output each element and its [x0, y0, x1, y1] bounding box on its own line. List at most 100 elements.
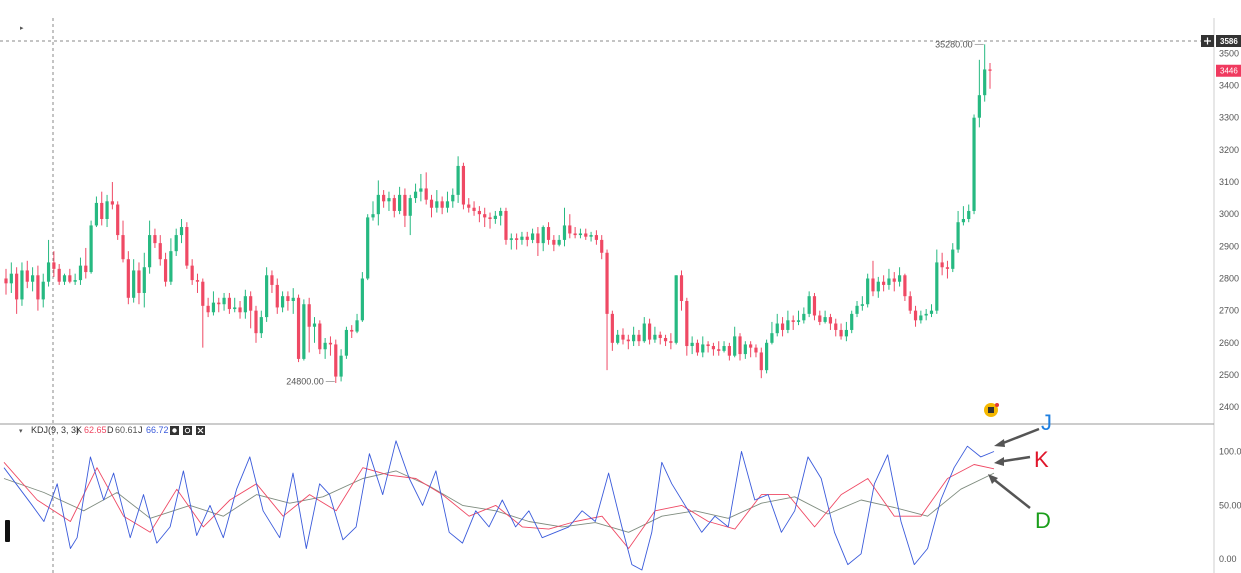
price-tick-label: 2600 [1219, 338, 1239, 348]
candle-body [812, 296, 817, 316]
candle-body [605, 252, 609, 314]
candle-body [456, 165, 460, 195]
candle-body [802, 313, 806, 321]
price-tick-label: 3400 [1219, 81, 1239, 91]
price-tick-label: 3100 [1219, 177, 1239, 187]
candle-body [610, 313, 614, 343]
price-tick-label: 2500 [1219, 370, 1239, 380]
candle-body [786, 320, 790, 330]
candle-body [903, 275, 907, 297]
candle-body [163, 259, 168, 282]
candle-body [451, 194, 455, 202]
candle-body [142, 267, 146, 293]
candle-body [674, 275, 678, 343]
k-label: K [76, 425, 82, 435]
candle-body [690, 342, 694, 347]
candle-body [727, 346, 731, 356]
candle-body [908, 296, 912, 311]
candle-body [945, 267, 950, 269]
candle-body [552, 239, 556, 245]
candle-body [600, 239, 604, 253]
candle-body [866, 278, 870, 305]
candle-body [62, 275, 67, 282]
candle-body [988, 69, 992, 71]
candle-body [36, 275, 40, 300]
candle-body [935, 262, 939, 311]
candle-body [818, 315, 822, 322]
candle-body [25, 270, 29, 282]
collapse-arrow-icon[interactable]: ▸ [20, 25, 24, 32]
price-tick-label: 2800 [1219, 273, 1239, 283]
candle-body [775, 323, 779, 334]
candle-body [765, 342, 769, 371]
candle-body [435, 201, 439, 208]
indicator-tick-label: 0.00 [1219, 554, 1237, 564]
indicator-collapse-icon[interactable]: ▾ [19, 428, 23, 435]
candle-body [275, 284, 279, 308]
candle-body [265, 275, 269, 318]
indicator-params: (9, 3, 3) [48, 425, 79, 435]
d-label: D [107, 425, 114, 435]
k-line [3, 462, 995, 549]
annotation-j: J [1041, 410, 1052, 435]
price-axis: 2400 2500 2600 2700 2800 2900 3000 3100 3200 3300… [1219, 48, 1239, 412]
price-tick-label: 3500 [1219, 48, 1239, 58]
candle-body [499, 210, 503, 216]
price-tick-label: 3200 [1219, 145, 1239, 155]
candle-body [780, 323, 785, 330]
candle-body [929, 310, 934, 314]
candle-body [52, 262, 56, 269]
price-tick-label: 3300 [1219, 113, 1239, 123]
candle-body [706, 344, 710, 347]
candle-body [711, 346, 716, 350]
candle-body [206, 305, 210, 313]
candle-body [318, 323, 322, 350]
candle-body [366, 217, 370, 279]
candle-body [15, 273, 19, 300]
candle-body [621, 334, 625, 340]
candle-body [855, 305, 859, 314]
candle-body [663, 337, 668, 342]
d-line [3, 470, 995, 533]
candle-body [722, 346, 726, 351]
candle-body [967, 210, 971, 219]
candle-body [472, 207, 476, 211]
candle-body [828, 317, 833, 324]
candle-body [201, 281, 205, 306]
candle-body [387, 198, 391, 202]
candle-body [270, 275, 274, 285]
candle-body [307, 304, 311, 327]
candle-body [653, 334, 657, 340]
candle-body [291, 297, 295, 302]
candle-body [222, 297, 226, 305]
candle-body [371, 214, 375, 218]
d-arrowhead-icon [988, 474, 998, 484]
candle-body [376, 194, 380, 215]
candle-body [137, 270, 141, 293]
candle-body [254, 310, 258, 334]
candle-body [882, 281, 886, 285]
candle-body [413, 191, 418, 199]
crosshair-price-value: 3586 [1220, 37, 1238, 46]
d-arrow [991, 477, 1031, 509]
left-scroll-handle[interactable] [5, 520, 10, 542]
candle-body [520, 236, 524, 240]
annotations: J K D [988, 410, 1052, 533]
candle-body [174, 235, 178, 252]
candle-body [919, 315, 923, 321]
candle-body [227, 297, 231, 310]
k-arrowhead-icon [994, 457, 1004, 466]
candle-body [217, 302, 221, 305]
candle-body [642, 323, 646, 342]
d-value: 60.61 [115, 425, 138, 435]
candle-body [461, 165, 466, 205]
candle-body [68, 275, 72, 282]
settings-icon[interactable] [183, 426, 192, 435]
j-value: 66.72 [146, 425, 169, 435]
candle-body [770, 333, 774, 343]
crosshair-price-tag [1216, 35, 1241, 47]
candle-body [977, 95, 981, 118]
indicator-name: KDJ [31, 425, 48, 435]
candle-body [530, 233, 535, 240]
